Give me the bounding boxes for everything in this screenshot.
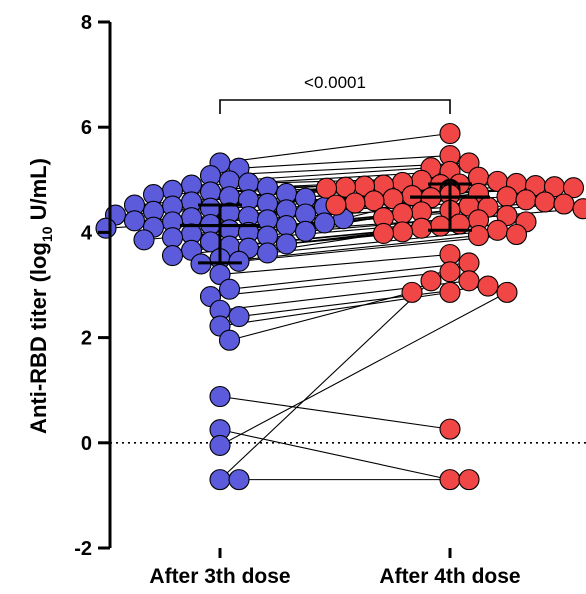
data-points bbox=[95, 122, 586, 491]
point-after-4th-dose bbox=[515, 189, 537, 211]
pair-line bbox=[219, 429, 451, 481]
point-after-3rd-dose bbox=[209, 434, 231, 456]
point-after-3rd-dose bbox=[228, 469, 250, 491]
significance-bracket: <0.0001 bbox=[219, 73, 451, 114]
point-after-3rd-dose bbox=[218, 329, 241, 351]
point-after-4th-dose bbox=[572, 198, 586, 220]
point-after-3rd-dose bbox=[218, 278, 241, 300]
point-after-3rd-dose bbox=[123, 210, 146, 232]
x-category-label: After 4th dose bbox=[379, 565, 520, 588]
point-after-3rd-dose bbox=[275, 233, 298, 255]
pair-line bbox=[219, 291, 508, 446]
point-after-4th-dose bbox=[477, 275, 499, 297]
pair-line bbox=[219, 132, 451, 164]
pair-line bbox=[229, 262, 470, 290]
point-after-4th-dose bbox=[553, 193, 575, 215]
point-after-4th-dose bbox=[439, 469, 461, 491]
point-after-3rd-dose bbox=[294, 220, 317, 242]
point-after-4th-dose bbox=[467, 225, 490, 247]
point-after-4th-dose bbox=[486, 219, 509, 241]
point-after-4th-dose bbox=[496, 186, 518, 208]
y-axis-title-main: Anti-RBD titer (log bbox=[26, 242, 51, 434]
x-axis-categories: After 3th dose After 4th dose bbox=[149, 548, 521, 588]
point-after-4th-dose bbox=[391, 202, 414, 225]
point-after-4th-dose bbox=[562, 177, 585, 199]
pair-line bbox=[229, 291, 413, 341]
point-after-4th-dose bbox=[429, 215, 452, 237]
point-after-4th-dose bbox=[401, 281, 423, 303]
pair-line bbox=[238, 155, 451, 169]
point-after-4th-dose bbox=[439, 261, 461, 283]
significance-bracket-line bbox=[219, 99, 451, 114]
point-after-4th-dose bbox=[439, 281, 461, 303]
point-after-3rd-dose bbox=[256, 242, 279, 264]
point-after-4th-dose bbox=[534, 191, 556, 213]
point-after-4th-dose bbox=[391, 221, 414, 243]
pair-line bbox=[219, 395, 451, 430]
point-after-3rd-dose bbox=[133, 229, 155, 251]
point-after-4th-dose bbox=[325, 194, 347, 216]
point-after-4th-dose bbox=[458, 252, 480, 274]
pair-line bbox=[210, 271, 451, 298]
point-after-4th-dose bbox=[439, 122, 461, 145]
point-after-4th-dose bbox=[458, 469, 480, 491]
significance-p-value: <0.0001 bbox=[304, 73, 366, 92]
point-after-3rd-dose bbox=[161, 227, 184, 249]
point-after-4th-dose bbox=[372, 222, 395, 245]
point-after-3rd-dose bbox=[275, 215, 298, 237]
point-after-3rd-dose bbox=[95, 217, 117, 239]
point-after-3rd-dose bbox=[209, 469, 231, 491]
point-after-4th-dose bbox=[458, 270, 480, 292]
point-after-4th-dose bbox=[410, 217, 433, 239]
y-axis-title-subscript: 10 bbox=[39, 226, 55, 242]
point-after-4th-dose bbox=[344, 192, 366, 214]
pair-line bbox=[219, 280, 432, 481]
median-iqr-bars bbox=[180, 182, 490, 265]
point-after-4th-dose bbox=[420, 270, 442, 292]
point-after-4th-dose bbox=[505, 223, 528, 246]
point-after-4th-dose bbox=[496, 205, 518, 227]
svg-text:Anti-RBD titer (log10 U/mL): Anti-RBD titer (log10 U/mL) bbox=[26, 158, 55, 434]
point-after-4th-dose bbox=[496, 281, 518, 303]
x-category-label: After 3th dose bbox=[149, 565, 290, 588]
pair-line bbox=[219, 253, 451, 276]
point-after-4th-dose bbox=[315, 177, 338, 199]
y-tick-label: 6 bbox=[81, 117, 92, 139]
point-after-3rd-dose bbox=[313, 212, 336, 234]
point-after-3rd-dose bbox=[209, 263, 231, 286]
point-after-3rd-dose bbox=[228, 306, 250, 328]
y-tick-label: 4 bbox=[81, 222, 93, 244]
y-tick-label: -2 bbox=[74, 538, 92, 560]
y-tick-label: 2 bbox=[81, 328, 92, 350]
point-after-4th-dose bbox=[439, 418, 461, 440]
y-axis-title-unit: U/mL) bbox=[26, 158, 51, 226]
point-after-3rd-dose bbox=[209, 385, 231, 408]
y-tick-label: 0 bbox=[81, 433, 92, 455]
point-after-3rd-dose bbox=[228, 250, 250, 272]
point-after-3rd-dose bbox=[161, 244, 184, 267]
y-tick-label: 8 bbox=[81, 12, 92, 34]
y-axis-title: Anti-RBD titer (log10 U/mL) bbox=[26, 158, 55, 434]
y-axis: -2 0 2 4 6 8 bbox=[74, 12, 112, 560]
